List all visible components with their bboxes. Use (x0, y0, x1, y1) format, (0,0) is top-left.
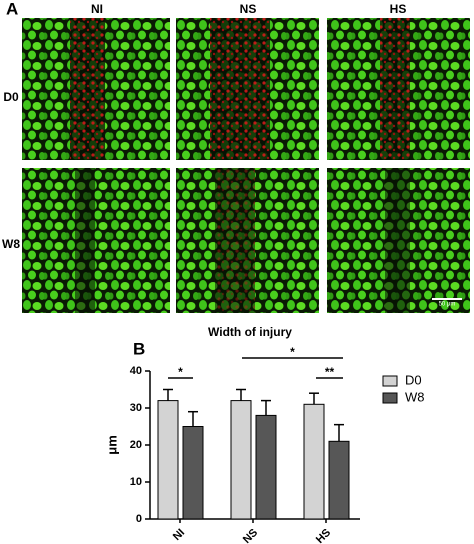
bar (157, 400, 179, 520)
injury-band (385, 168, 410, 313)
y-tick-label: 20 (130, 439, 142, 451)
bar (328, 440, 350, 520)
legend-swatch (382, 392, 398, 404)
panel-a: 50 μm (22, 18, 470, 313)
panel-label: A (6, 0, 18, 18)
y-tick-label: 10 (130, 476, 142, 488)
legend-label: W8 (405, 389, 425, 404)
column-label: NS (240, 2, 257, 16)
x-tick-label: HS (314, 527, 333, 544)
bar (255, 414, 277, 520)
significance-label: * (178, 365, 183, 379)
significance-label: * (290, 345, 295, 359)
injury-marker (380, 18, 410, 160)
y-tick-label: 0 (136, 513, 142, 525)
injury-marker (210, 18, 270, 160)
legend-swatch (382, 375, 398, 387)
y-axis-label: μm (104, 435, 119, 455)
column-label: NI (91, 2, 103, 16)
y-tick-label: 40 (130, 365, 142, 377)
x-tick-label: NI (171, 527, 187, 543)
bar (182, 426, 204, 520)
injury-marker (70, 18, 105, 160)
significance-label: ** (325, 365, 335, 379)
row-label: W8 (2, 237, 20, 251)
y-tick-label: 30 (130, 402, 142, 414)
micrograph (22, 168, 170, 313)
legend-label: D0 (405, 372, 422, 387)
injury-marker (215, 168, 255, 313)
x-tick-label: NS (241, 527, 260, 544)
column-label: HS (390, 2, 407, 16)
chart-title: Width of injury (208, 325, 292, 339)
bar (230, 400, 252, 520)
panel-label: B (133, 339, 145, 358)
injury-band (75, 168, 95, 313)
scale-bar-label: 50 μm (439, 302, 456, 308)
row-label: D0 (3, 90, 19, 104)
bar (303, 403, 325, 520)
